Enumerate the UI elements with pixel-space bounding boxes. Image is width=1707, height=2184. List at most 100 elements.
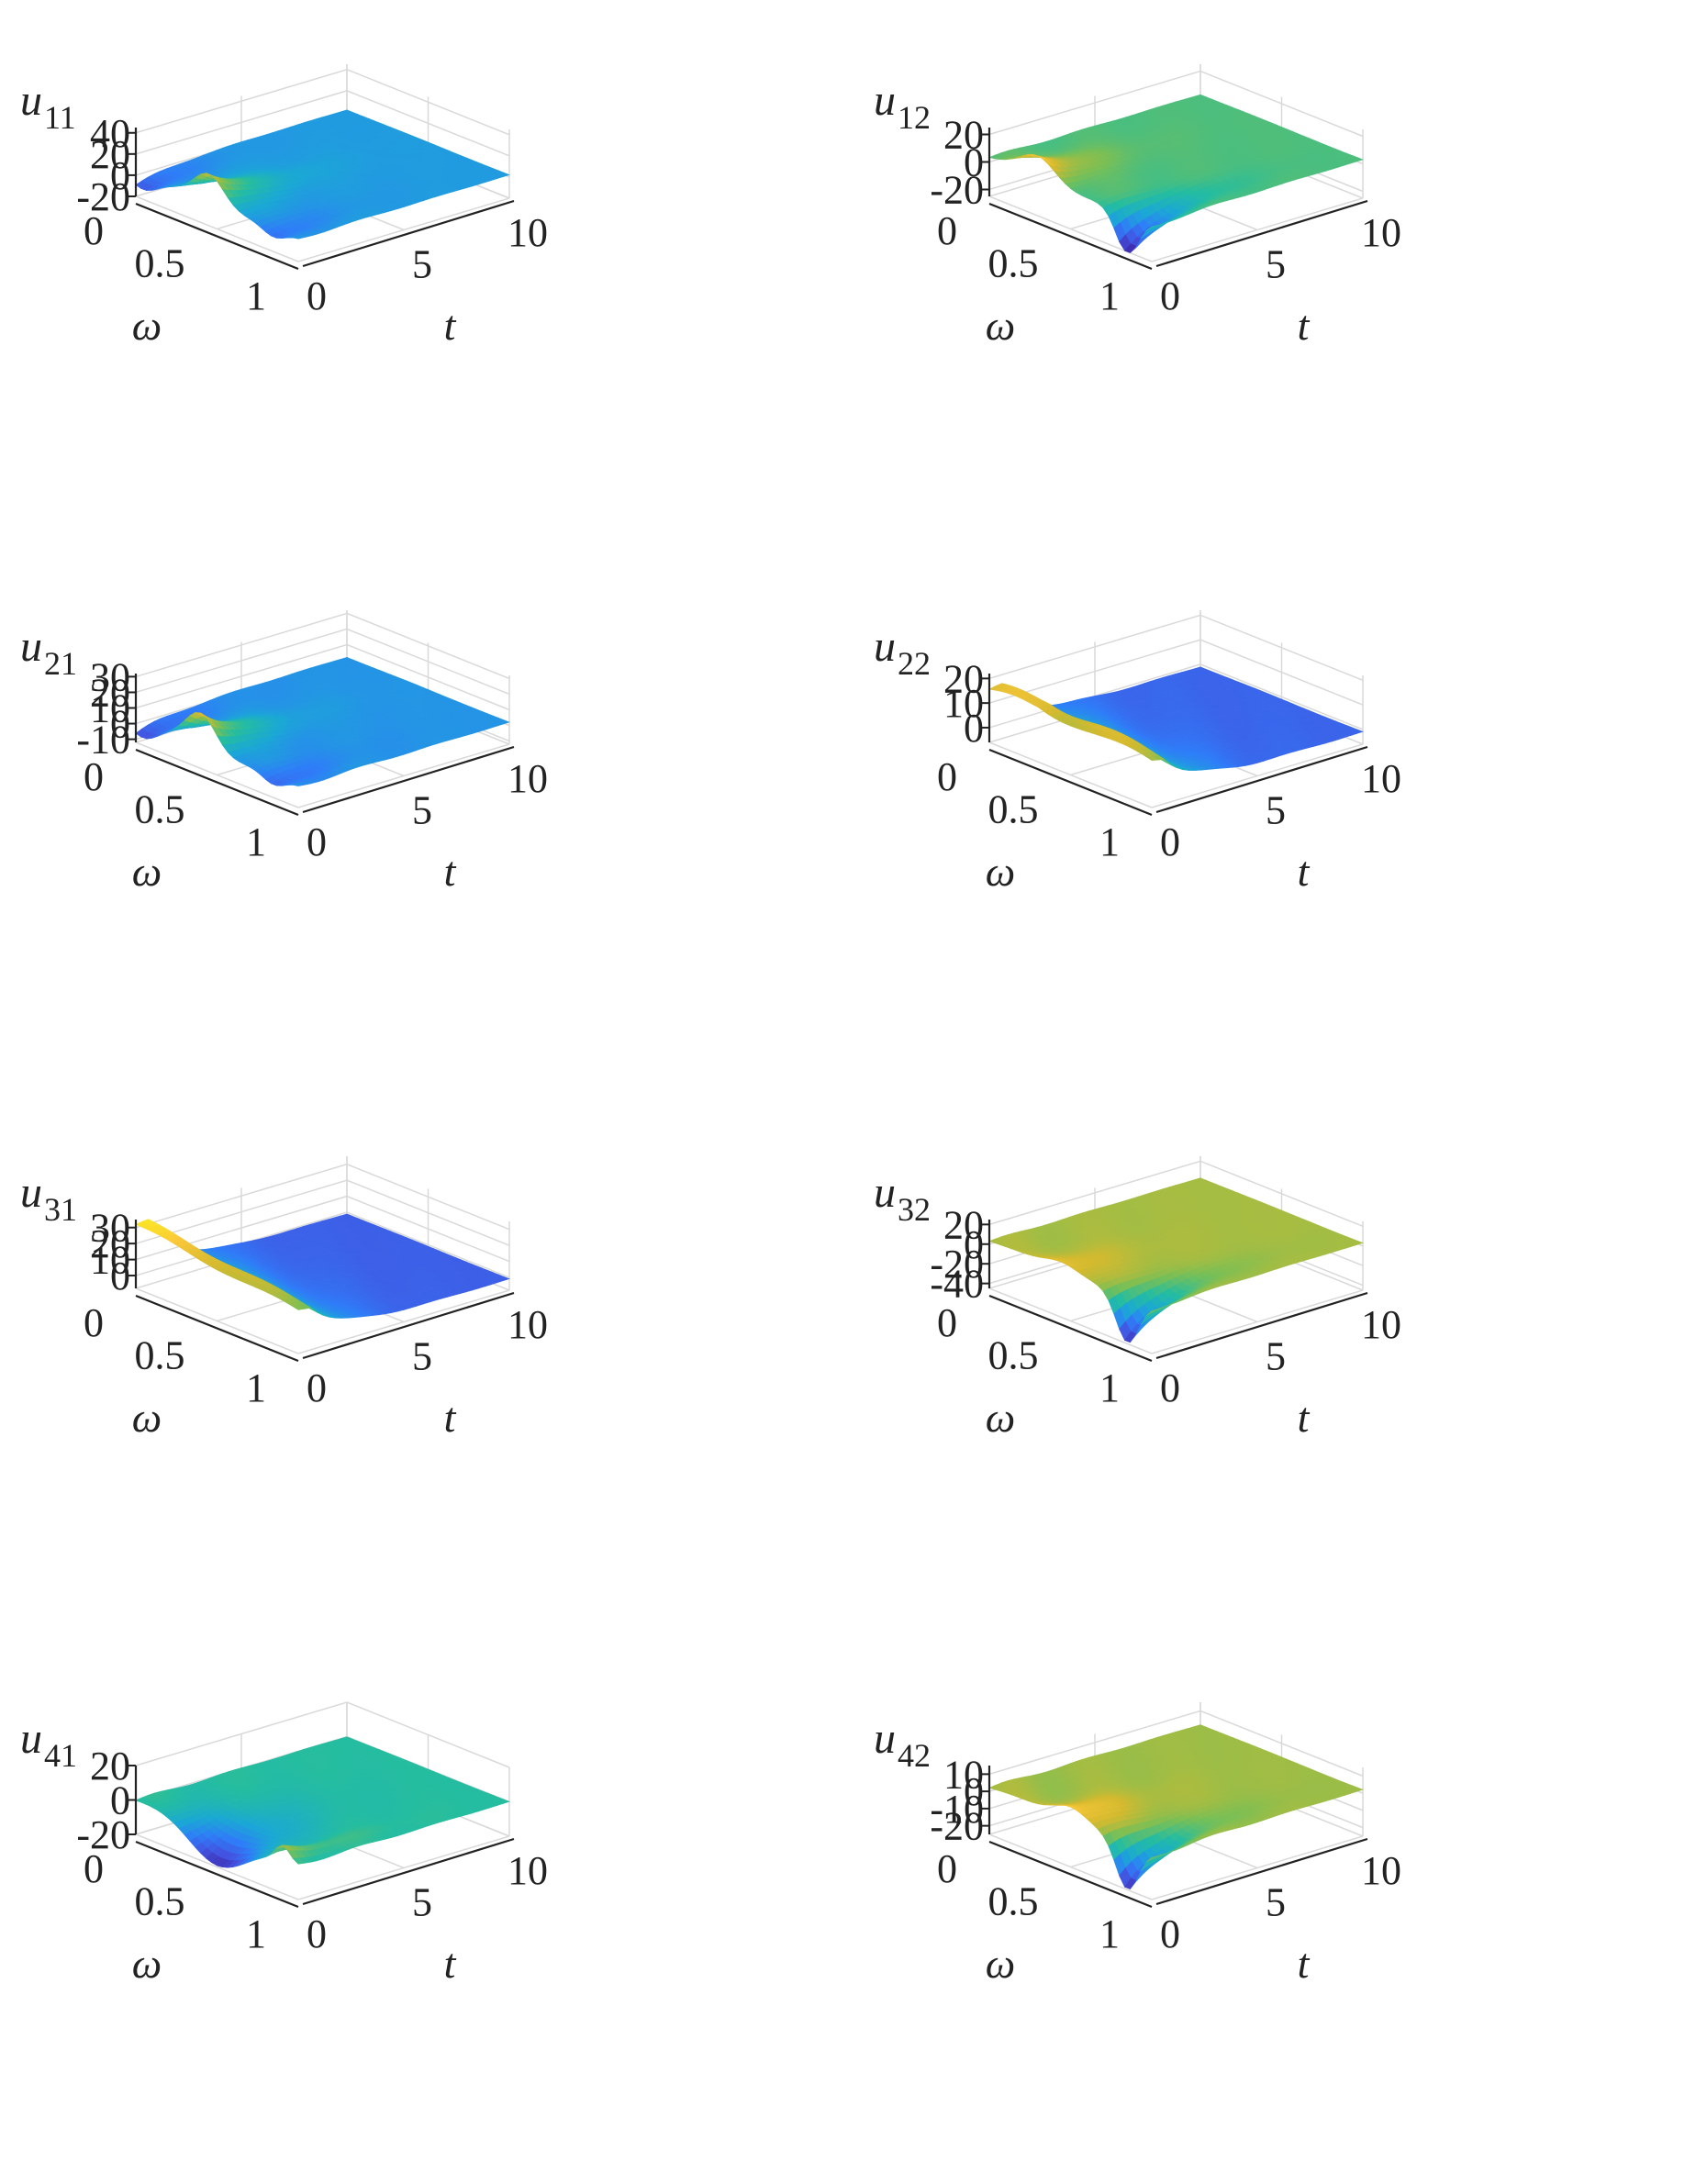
omega-tick-label: 0 xyxy=(937,208,957,253)
z-tick-label: -20 xyxy=(76,174,130,219)
grid-line xyxy=(135,90,510,157)
z-label-sub: 12 xyxy=(898,99,931,136)
omega-axis-label: ω xyxy=(132,302,162,349)
surface-patch xyxy=(1145,755,1159,761)
omega-tick-label: 0.5 xyxy=(988,787,1039,832)
z-tick-label: 0 xyxy=(964,706,984,751)
grid-line xyxy=(135,195,299,262)
z-label-sub: 11 xyxy=(44,99,76,136)
grid-line xyxy=(135,68,510,136)
t-tick-label: 10 xyxy=(1361,756,1401,801)
omega-tick-label: 0.5 xyxy=(135,787,185,832)
z-tick-label: 20 xyxy=(943,656,984,701)
omega-axis xyxy=(988,748,1153,817)
t-tick-label: 0 xyxy=(307,273,327,318)
surface-u22 xyxy=(988,666,1364,771)
grid-line xyxy=(135,643,510,711)
omega-axis-label: ω xyxy=(132,848,162,895)
omega-axis-label: ω xyxy=(986,302,1015,349)
z-tick-label: -10 xyxy=(76,718,130,763)
z-tick-label: 20 xyxy=(90,670,130,715)
t-axis-label: t xyxy=(444,848,457,895)
grid-line xyxy=(135,741,299,808)
grid-line xyxy=(988,614,1364,682)
surface-u31 xyxy=(135,1213,510,1319)
t-axis xyxy=(1155,199,1368,268)
z-tick-label: 20 xyxy=(90,132,130,177)
z-axis-label: u 22 xyxy=(874,622,931,682)
grid-line xyxy=(135,1163,510,1231)
t-tick-label: 10 xyxy=(508,756,548,801)
surface-u12 xyxy=(987,94,1364,253)
grid-line xyxy=(988,639,1364,706)
omega-tick-label: 0 xyxy=(84,754,104,799)
t-tick-label: 10 xyxy=(1361,210,1401,255)
surface-patch xyxy=(293,236,305,240)
omega-tick-label: 1 xyxy=(1099,273,1120,318)
z-tick-label: 10 xyxy=(943,681,984,726)
surface-u21 xyxy=(135,657,510,786)
t-axis-label: t xyxy=(1298,302,1311,349)
t-tick-label: 0 xyxy=(307,819,327,864)
grid-line xyxy=(135,1179,510,1246)
t-axis-label: t xyxy=(444,302,457,349)
t-tick-label: 0 xyxy=(1160,273,1180,318)
t-axis-label: t xyxy=(1298,848,1311,895)
z-label-sub: 21 xyxy=(44,645,77,682)
z-label-main: u xyxy=(874,622,896,671)
z-axis-label: u 12 xyxy=(874,76,931,136)
t-tick-label: 10 xyxy=(508,210,548,255)
omega-tick-label: 0 xyxy=(937,754,957,799)
grid-line xyxy=(135,1195,510,1263)
t-tick-label: 5 xyxy=(1266,788,1286,833)
omega-axis xyxy=(988,202,1153,271)
omega-axis xyxy=(135,748,299,817)
t-tick-label: 5 xyxy=(1266,242,1286,287)
omega-axis-label: ω xyxy=(986,848,1015,895)
grid-line xyxy=(135,612,510,680)
omega-tick-label: 1 xyxy=(1099,819,1120,864)
surface-u11 xyxy=(135,109,510,240)
omega-tick-label: 0.5 xyxy=(135,241,185,286)
z-tick-label: 0 xyxy=(964,140,984,185)
z-axis-label: u 11 xyxy=(20,76,76,136)
grid-line xyxy=(135,628,510,696)
grid-line xyxy=(988,741,1153,808)
z-axis-label: u 21 xyxy=(20,622,77,682)
grid-line xyxy=(988,70,1364,138)
z-tick-label: 40 xyxy=(90,111,130,156)
t-tick-label: 5 xyxy=(412,242,432,287)
t-axis xyxy=(302,199,515,268)
omega-axis xyxy=(135,202,299,271)
omega-tick-label: 0.5 xyxy=(988,241,1039,286)
z-label-main: u xyxy=(20,76,42,125)
omega-tick-label: 1 xyxy=(246,819,266,864)
t-tick-label: 5 xyxy=(412,788,432,833)
omega-tick-label: 1 xyxy=(246,273,266,318)
z-tick-label: 30 xyxy=(90,654,130,699)
z-label-sub: 22 xyxy=(898,645,931,682)
z-tick-label: 10 xyxy=(90,686,130,731)
surface-patch xyxy=(293,783,305,786)
z-tick-label: 0 xyxy=(110,153,130,198)
t-axis xyxy=(302,745,515,814)
z-label-main: u xyxy=(20,622,42,671)
z-tick-label: 0 xyxy=(110,702,130,747)
surface-patch xyxy=(1145,224,1158,231)
z-tick-label: -20 xyxy=(930,168,984,213)
omega-tick-label: 0 xyxy=(84,208,104,253)
t-axis xyxy=(1155,745,1368,814)
grid-line xyxy=(135,1287,299,1354)
z-tick-label: 20 xyxy=(943,113,984,158)
z-label-main: u xyxy=(874,76,896,125)
